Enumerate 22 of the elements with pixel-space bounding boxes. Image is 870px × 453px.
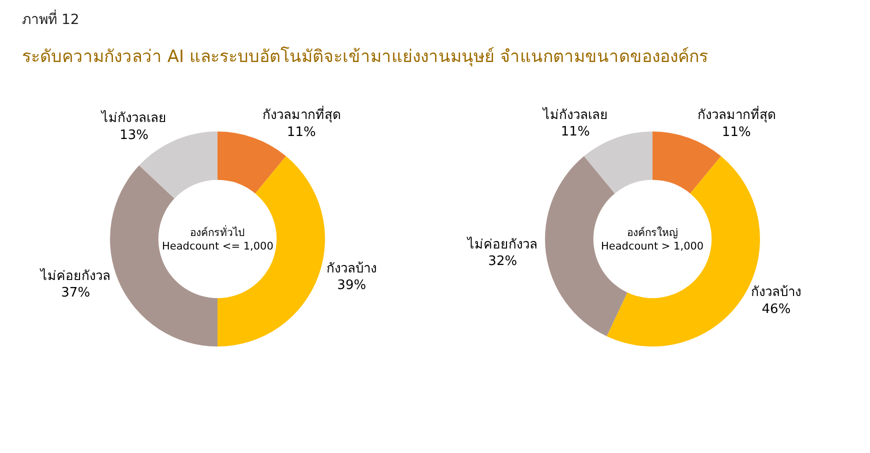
slice-label: กังวลบ้าง <box>326 261 377 276</box>
data-label: 11% <box>722 124 751 140</box>
slice-label: กังวลบ้าง <box>751 285 802 300</box>
text: องค์กรใหญ่ Headcount > 1,000 <box>601 226 704 253</box>
text: องค์กรทั่วไป Headcount <= 1,000 <box>162 225 274 253</box>
slice-label: กังวลมากที่สุด <box>262 106 340 123</box>
data-label: 39% <box>337 278 366 294</box>
data-label: 11% <box>286 124 316 140</box>
text: ภาพที่ 12 <box>22 8 80 30</box>
data-label: 13% <box>120 128 149 143</box>
slice-label: ไม่กังวลเลย <box>542 106 608 123</box>
slice-label: กังวลมากที่สุด <box>697 106 776 123</box>
slice-label: ไม่ค่อยกังวล <box>466 236 538 252</box>
data-label: 11% <box>560 124 590 140</box>
donut-slice <box>652 132 722 194</box>
slice-label: ไม่ค่อยกังวล <box>40 268 111 284</box>
chart-title: ระดับความกังวลว่า AI และระบบอัตโนมัติจะเข้ามาแย่งงานมนุษย์ จำแนกตามขนาดขององค์กร <box>22 46 709 69</box>
slice-label: ไม่กังวลเลย <box>100 110 167 126</box>
data-label: 32% <box>488 254 518 270</box>
donut-slice <box>218 132 286 194</box>
data-label: 37% <box>61 286 90 301</box>
data-label: 46% <box>762 302 791 318</box>
